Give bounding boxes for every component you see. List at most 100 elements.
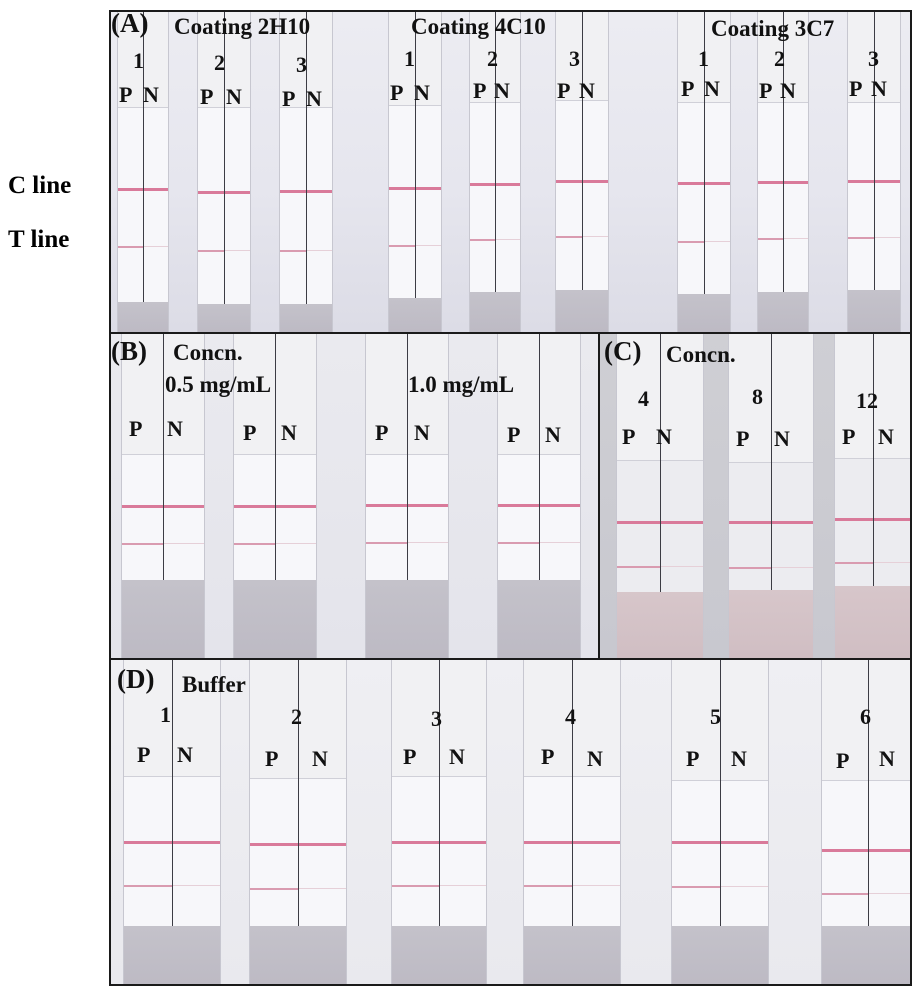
panel-a-strip-number: 1 [133, 48, 144, 73]
panel-a-strip-7 [677, 12, 731, 332]
panel-a-strip-8 [757, 12, 809, 332]
panel-a-strip-number: 2 [487, 46, 498, 71]
panel-d-strip-2 [249, 660, 347, 984]
panel-a-strip-number: 3 [868, 46, 879, 71]
panel-d-strip-number: 6 [860, 704, 871, 729]
t-line-label: T line [8, 226, 70, 253]
panel-b-n-label: N [167, 416, 183, 441]
panel-a-tag: (A) [111, 10, 149, 38]
panel-d-strip-6 [821, 660, 910, 984]
panel-a-n-label: N [226, 84, 242, 109]
panel-a-p-label: P [119, 82, 133, 107]
panel-c-p-label: P [842, 424, 856, 449]
panel-b-strip-1 [121, 334, 205, 658]
panel-b-n-label: N [545, 422, 561, 447]
panel-a-p-label: P [473, 78, 487, 103]
panel-a-p-label: P [759, 78, 773, 103]
panel-a-n-label: N [143, 82, 159, 107]
panel-a-n-label: N [414, 80, 430, 105]
panel-c: (C) Concn. 4 8 12 P N P N P N [598, 332, 912, 660]
panel-d-strip-3 [391, 660, 487, 984]
panel-a-strip-5 [469, 12, 521, 332]
panel-a-n-label: N [704, 76, 720, 101]
panel-b-tag: (B) [111, 336, 147, 366]
panel-a-p-label: P [390, 80, 404, 105]
panel-a: (A) Coating 2H10 Coating 4C10 Coating 3C… [109, 10, 912, 334]
panel-b-p-label: P [243, 420, 257, 445]
panel-d-p-label: P [137, 742, 151, 767]
panel-d-strip-number: 3 [431, 706, 442, 731]
panel-c-p-label: P [622, 424, 636, 449]
panel-d-p-label: P [836, 748, 850, 773]
panel-a-group-2-title: Coating 4C10 [411, 14, 546, 39]
panel-b-n-label: N [414, 420, 430, 445]
panel-c-n-label: N [878, 424, 894, 449]
panel-a-strip-number: 2 [214, 50, 225, 75]
panel-d-p-label: P [541, 744, 555, 769]
panel-d-p-label: P [686, 746, 700, 771]
panel-a-strip-1 [117, 12, 169, 332]
panel-d-tag: (D) [117, 664, 155, 694]
panel-a-n-label: N [579, 78, 595, 103]
panel-d-strip-4 [523, 660, 621, 984]
panel-a-strip-number: 1 [698, 46, 709, 71]
panel-b-p-label: P [375, 420, 389, 445]
panel-a-n-label: N [306, 86, 322, 111]
panel-b-title: Concn. [173, 340, 243, 365]
panel-d: (D) Buffer 1 2 3 4 5 6 P N P N P N P N P… [109, 658, 912, 986]
panel-d-strip-number: 1 [160, 702, 171, 727]
panel-b-strip-3 [365, 334, 449, 658]
panel-a-p-label: P [681, 76, 695, 101]
panel-c-strip-number: 4 [638, 386, 649, 411]
panel-b-p-label: P [129, 416, 143, 441]
panel-a-strip-number: 1 [404, 46, 415, 71]
panel-a-p-label: P [849, 76, 863, 101]
panel-a-strip-4 [388, 12, 442, 332]
panel-c-strip-number: 8 [752, 384, 763, 409]
panel-c-title: Concn. [666, 342, 736, 367]
panel-b-strip-4 [497, 334, 581, 658]
panel-a-n-label: N [871, 76, 887, 101]
panel-c-n-label: N [774, 426, 790, 451]
panel-a-strip-6 [555, 12, 609, 332]
panel-d-strip-5 [671, 660, 769, 984]
panel-b-strip-2 [233, 334, 317, 658]
panel-b-concentration-1: 0.5 mg/mL [165, 372, 272, 397]
panel-a-n-label: N [494, 78, 510, 103]
panel-c-strip-2 [728, 334, 814, 658]
panel-d-n-label: N [587, 746, 603, 771]
panel-d-strip-number: 5 [710, 704, 721, 729]
panel-b: (B) Concn. 0.5 mg/mL 1.0 mg/mL P N P N P… [109, 332, 600, 660]
panel-a-strip-3 [279, 12, 333, 332]
panel-d-title: Buffer [182, 672, 246, 697]
panel-a-p-label: P [557, 78, 571, 103]
panel-b-concentration-2: 1.0 mg/mL [408, 372, 515, 397]
panel-c-tag: (C) [604, 336, 642, 366]
c-line-label: C line [8, 172, 72, 199]
panel-b-p-label: P [507, 422, 521, 447]
panel-c-strip-3 [834, 334, 910, 658]
panel-d-n-label: N [731, 746, 747, 771]
panel-d-n-label: N [449, 744, 465, 769]
panel-c-strip-number: 12 [856, 388, 878, 413]
panel-a-strip-2 [197, 12, 251, 332]
panel-c-strip-1 [616, 334, 704, 658]
panel-a-strip-number: 2 [774, 46, 785, 71]
panel-c-p-label: P [736, 426, 750, 451]
panel-b-n-label: N [281, 420, 297, 445]
panel-d-n-label: N [177, 742, 193, 767]
panel-d-p-label: P [403, 744, 417, 769]
panel-a-strip-number: 3 [569, 46, 580, 71]
panel-c-n-label: N [656, 424, 672, 449]
panel-d-strip-number: 2 [291, 704, 302, 729]
panel-d-n-label: N [312, 746, 328, 771]
panel-a-group-3-title: Coating 3C7 [711, 16, 835, 41]
panel-a-strip-number: 3 [296, 52, 307, 77]
panel-a-p-label: P [282, 86, 296, 111]
panel-a-n-label: N [780, 78, 796, 103]
panel-d-n-label: N [879, 746, 895, 771]
panel-a-p-label: P [200, 84, 214, 109]
panel-a-strip-9 [847, 12, 901, 332]
panel-a-group-1-title: Coating 2H10 [174, 14, 311, 39]
panel-d-strip-1 [123, 660, 221, 984]
